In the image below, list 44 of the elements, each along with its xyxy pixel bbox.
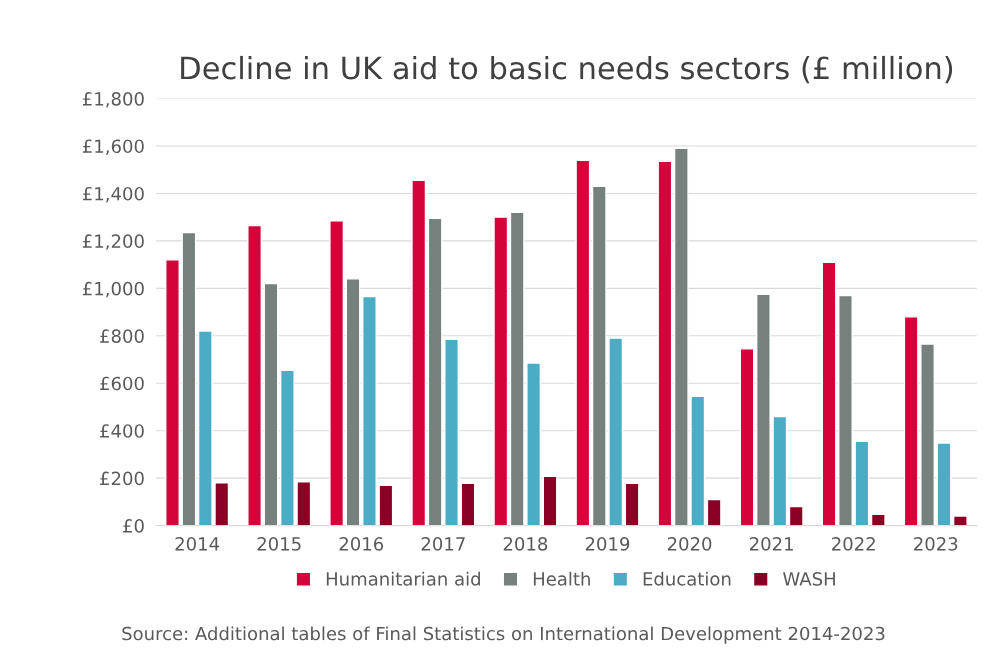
bar — [542, 475, 558, 526]
y-tick-label: £200 — [100, 471, 144, 486]
legend-label: Education — [643, 571, 731, 586]
y-tick-label: £1,600 — [82, 139, 144, 155]
bar — [493, 216, 509, 526]
x-tick-label: 2023 — [914, 537, 958, 551]
bar — [247, 224, 262, 526]
chart-title: Decline in UK aid to basic needs sectors (£ million) — [181, 55, 953, 84]
legend-label: Humanitarian aid — [326, 571, 480, 586]
bar — [575, 159, 591, 526]
bar — [739, 348, 755, 526]
bar — [460, 482, 476, 526]
y-tick-label: £800 — [100, 329, 144, 343]
y-tick-label: £600 — [100, 376, 144, 391]
bar — [821, 261, 837, 526]
x-tick-label: 2022 — [832, 537, 875, 551]
bar — [657, 160, 673, 526]
y-tick-label: £0 — [123, 519, 144, 533]
bar — [952, 515, 968, 526]
bar — [345, 278, 361, 526]
bar — [788, 505, 804, 526]
x-tick-label: 2020 — [667, 537, 712, 551]
x-tick-label: 2014 — [175, 537, 220, 551]
x-tick-label: 2018 — [503, 537, 548, 551]
legend-label: WASH — [783, 572, 835, 586]
legend-label: Health — [533, 571, 590, 586]
x-tick-label: 2015 — [257, 537, 301, 551]
y-tick-label: £400 — [100, 424, 144, 438]
y-tick-label: £1,200 — [82, 234, 144, 250]
source-note: Source: Additional tables of Final Statistics on International Development 2014-2023 — [122, 626, 885, 644]
x-tick-label: 2016 — [339, 537, 384, 551]
y-tick-label: £1,400 — [82, 186, 144, 203]
bar — [936, 442, 952, 526]
x-tick-label: 2017 — [421, 537, 465, 551]
bar — [870, 513, 886, 526]
y-tick-label: £1,000 — [82, 281, 144, 298]
bar — [263, 282, 279, 526]
bar — [411, 179, 427, 526]
bar — [706, 498, 722, 526]
x-tick-label: 2019 — [585, 537, 630, 551]
bar — [329, 220, 345, 526]
x-tick-label: 2021 — [749, 537, 793, 551]
y-tick-label: £1,800 — [82, 92, 144, 108]
bar — [624, 482, 640, 526]
